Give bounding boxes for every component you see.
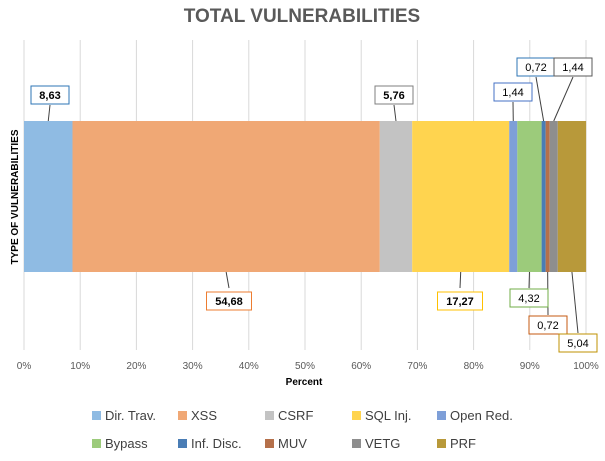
leader-line <box>47 104 51 122</box>
legend-entry: CSRF <box>278 408 313 423</box>
x-tick-label: 0% <box>17 361 32 372</box>
x-tick-label: 90% <box>520 361 540 372</box>
data-label-leaders <box>47 76 579 334</box>
bar-segment-3 <box>412 121 510 272</box>
leader-line <box>535 76 545 122</box>
legend-swatch <box>178 411 187 420</box>
legend-entry: XSS <box>191 408 217 423</box>
data-labels: 8,63 54,68 5,76 17,27 1,44 4,32 0,72 0,72 1,44 5,… <box>30 57 598 353</box>
data-label: 0,72 <box>525 62 546 74</box>
data-label-box <box>509 288 549 308</box>
bar-segment-0 <box>24 121 73 272</box>
x-tick-label: 60% <box>351 361 371 372</box>
bar-segment-5 <box>517 121 542 272</box>
data-label-box <box>493 82 533 102</box>
leader-line <box>393 104 397 122</box>
legend: Dir. Trav. XSS CSRF SQL Inj. Open Red. Bypass… <box>92 408 513 451</box>
data-label: 0,72 <box>537 320 558 332</box>
x-tick-label: 20% <box>126 361 146 372</box>
bar-segments <box>24 121 587 272</box>
x-axis-title: Percent <box>286 377 323 388</box>
leader-line <box>225 271 230 289</box>
leader-line <box>553 76 574 122</box>
chart-title: TOTAL VULNERABILITIES <box>184 6 420 27</box>
data-label-box <box>528 315 568 335</box>
legend-swatch <box>265 411 274 420</box>
x-tick-label: 100% <box>573 361 599 372</box>
legend-swatch <box>92 411 101 420</box>
legend-entry: SQL Inj. <box>365 408 411 423</box>
bar-segment-4 <box>509 121 518 272</box>
legend-swatch <box>437 411 446 420</box>
legend-entry: Dir. Trav. <box>105 408 156 423</box>
data-label-box <box>374 85 414 105</box>
leader-line <box>459 271 462 289</box>
legend-entry: MUV <box>278 436 307 451</box>
data-label: 5,04 <box>567 338 588 350</box>
x-tick-label: 10% <box>70 361 90 372</box>
legend-entry: PRF <box>450 436 476 451</box>
bar-segment-9 <box>557 121 587 272</box>
bar-segment-6 <box>541 121 546 272</box>
x-tick-label: 70% <box>407 361 427 372</box>
bar-segment-8 <box>549 121 558 272</box>
x-tick-label: 50% <box>295 361 315 372</box>
legend-swatch <box>437 439 446 448</box>
legend-swatch <box>265 439 274 448</box>
x-tick-label: 30% <box>183 361 203 372</box>
x-tick-label: 40% <box>239 361 259 372</box>
bar-segment-1 <box>72 121 380 272</box>
legend-entry: Inf. Disc. <box>191 436 242 451</box>
legend-swatch <box>178 439 187 448</box>
data-label-box <box>553 57 593 77</box>
legend-swatch <box>352 411 361 420</box>
data-label: 1,44 <box>502 87 523 99</box>
leader-line <box>571 271 579 334</box>
data-label-box <box>558 333 598 353</box>
data-label: 8,63 <box>39 90 60 102</box>
data-label: 1,44 <box>562 62 583 74</box>
data-label: 4,32 <box>518 293 539 305</box>
bar-segment-7 <box>545 121 550 272</box>
legend-entry: Bypass <box>105 436 148 451</box>
data-label: 17,27 <box>446 296 474 308</box>
legend-entry: Open Red. <box>450 408 513 423</box>
legend-swatch <box>92 439 101 448</box>
bar-segment-2 <box>379 121 413 272</box>
x-tick-label: 80% <box>464 361 484 372</box>
data-label: 5,76 <box>383 90 404 102</box>
data-label-box <box>437 291 483 311</box>
legend-entry: VETG <box>365 436 400 451</box>
legend-swatch <box>352 439 361 448</box>
y-axis-title: TYPE OF VULNERABILITIES <box>10 129 21 264</box>
data-label-box <box>30 85 70 105</box>
data-label: 54,68 <box>215 296 243 308</box>
x-tick-labels: 0% 10% 20% 30% 40% 50% 60% 70% 80% 90% 100% <box>17 361 599 372</box>
data-label-box <box>206 291 252 311</box>
